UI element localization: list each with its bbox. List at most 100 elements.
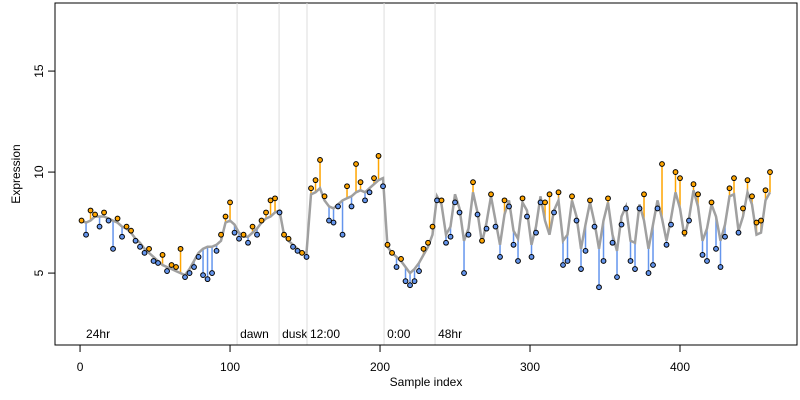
data-point — [389, 249, 395, 256]
data-point — [704, 258, 710, 264]
data-point — [132, 237, 139, 244]
data-point — [101, 209, 107, 216]
data-point — [191, 264, 197, 270]
data-point — [407, 282, 413, 289]
y-tick-label: 15 — [32, 64, 46, 78]
x-tick-label: 200 — [370, 360, 390, 374]
data-point — [497, 254, 503, 260]
data-point — [348, 203, 355, 210]
data-point — [591, 223, 598, 230]
data-point — [263, 209, 269, 216]
data-point — [119, 233, 125, 240]
data-point — [326, 217, 332, 224]
data-point — [749, 193, 755, 200]
x-tick-label: 0 — [77, 360, 84, 374]
data-point — [245, 239, 251, 246]
data-point — [150, 258, 157, 264]
data-point — [551, 209, 557, 216]
data-point — [767, 169, 773, 175]
data-point — [614, 274, 620, 281]
data-point — [465, 231, 472, 238]
data-point — [690, 181, 697, 188]
data-point — [425, 239, 431, 246]
data-point — [546, 191, 553, 198]
data-point — [474, 211, 481, 218]
y-tick-label: 5 — [32, 269, 46, 276]
data-point — [569, 193, 575, 200]
marker-label: dusk — [282, 327, 308, 341]
data-point — [96, 223, 103, 230]
data-point — [506, 203, 512, 210]
data-point — [105, 217, 112, 224]
data-point — [362, 197, 368, 204]
data-point — [492, 223, 499, 230]
data-point — [717, 264, 724, 270]
data-point — [159, 252, 166, 258]
data-point — [375, 153, 382, 159]
data-point — [524, 213, 530, 220]
data-point — [600, 258, 607, 264]
data-point — [528, 254, 535, 260]
data-point — [123, 223, 130, 230]
data-point — [420, 245, 427, 252]
data-point — [699, 252, 706, 258]
data-point — [87, 207, 94, 214]
data-point — [231, 229, 238, 236]
marker-label: 24hr — [86, 327, 110, 341]
data-point — [393, 264, 400, 270]
data-point — [456, 209, 463, 216]
marker-label: dawn — [240, 327, 269, 341]
data-point — [110, 245, 116, 252]
data-point — [663, 241, 670, 248]
data-point — [236, 235, 242, 242]
data-point — [398, 256, 404, 262]
data-point — [695, 191, 701, 198]
data-point — [744, 177, 751, 184]
data-point — [195, 254, 202, 260]
data-point — [380, 183, 386, 190]
fit-line — [80, 176, 772, 277]
data-point — [501, 197, 508, 204]
data-point — [218, 231, 224, 238]
data-point — [335, 203, 341, 210]
data-point — [83, 231, 89, 238]
data-point — [722, 233, 728, 240]
data-point — [128, 227, 134, 234]
x-tick-label: 300 — [520, 360, 540, 374]
data-point — [479, 237, 485, 244]
data-point — [173, 264, 179, 270]
data-point — [555, 189, 562, 196]
data-point — [339, 231, 346, 238]
data-point — [533, 229, 539, 236]
x-tick-label: 400 — [670, 360, 690, 374]
data-point — [272, 195, 278, 202]
data-point — [312, 177, 319, 184]
data-point — [443, 239, 449, 246]
data-point — [209, 270, 215, 276]
data-point — [317, 157, 323, 163]
data-point — [402, 278, 409, 285]
data-point — [155, 260, 161, 266]
data-point — [330, 219, 337, 226]
data-point — [668, 221, 674, 228]
data-point — [519, 195, 526, 202]
data-point — [641, 191, 647, 198]
data-point — [137, 243, 143, 250]
data-point — [258, 217, 265, 224]
data-point — [353, 161, 359, 167]
data-point — [470, 179, 476, 186]
data-point — [654, 205, 661, 212]
data-point — [573, 217, 580, 224]
x-axis-label: Sample index — [390, 375, 463, 389]
data-point — [303, 254, 310, 260]
data-point — [708, 199, 715, 206]
data-point — [168, 262, 175, 268]
data-point — [713, 245, 719, 252]
data-point — [213, 247, 220, 254]
data-point — [758, 217, 764, 224]
data-point — [636, 205, 643, 212]
data-point — [672, 169, 679, 175]
data-point — [740, 205, 746, 212]
data-point — [605, 195, 611, 202]
